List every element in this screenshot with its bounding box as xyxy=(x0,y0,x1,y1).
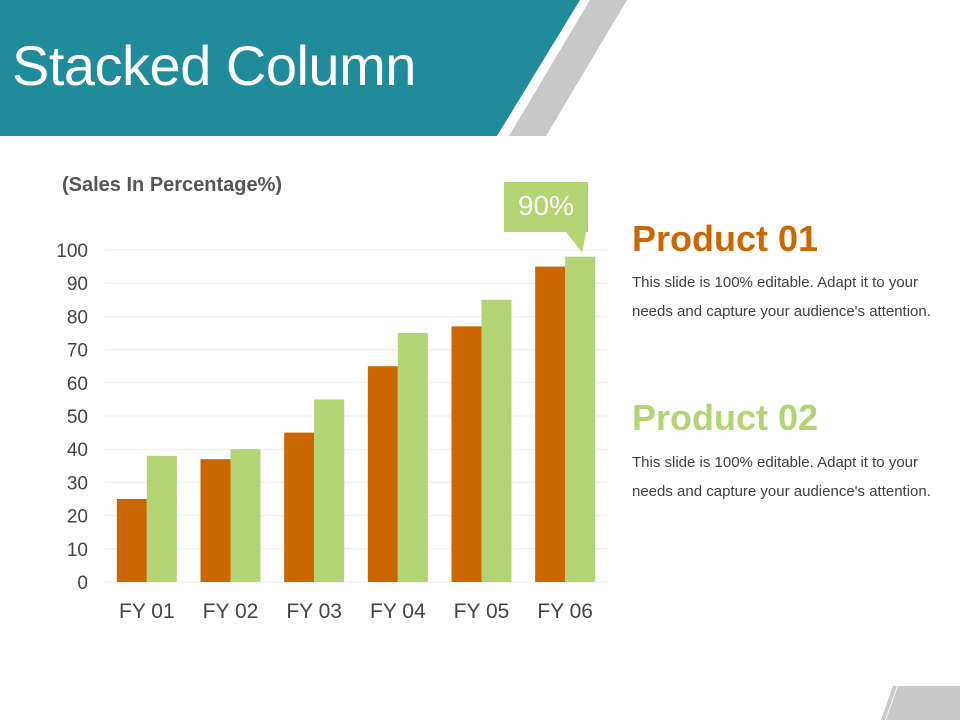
bar-product-01 xyxy=(535,266,566,582)
chart-subtitle: (Sales In Percentage%) xyxy=(62,174,283,196)
y-tick-label: 40 xyxy=(67,440,88,461)
x-tick-label: FY 06 xyxy=(537,600,593,623)
header-band xyxy=(0,0,580,136)
y-tick-label: 80 xyxy=(67,307,88,328)
y-tick-label: 10 xyxy=(67,540,88,561)
bar-product-02 xyxy=(565,256,596,582)
x-tick-label: FY 02 xyxy=(203,600,259,623)
bar-product-02 xyxy=(397,333,428,582)
slide-title: Stacked Column xyxy=(12,34,416,97)
callout-bubble xyxy=(504,182,588,253)
y-tick-label: 100 xyxy=(56,241,88,262)
product-01-title: Product 01 xyxy=(632,218,819,259)
x-tick-label: FY 04 xyxy=(370,600,426,623)
y-tick-label: 0 xyxy=(77,573,88,594)
bar-product-02 xyxy=(146,455,177,582)
x-tick-label: FY 01 xyxy=(119,600,175,623)
bar-product-02 xyxy=(314,399,345,582)
y-tick-label: 60 xyxy=(67,374,88,395)
header-stripe xyxy=(509,0,627,136)
y-tick-label: 50 xyxy=(67,407,88,428)
x-tick-label: FY 03 xyxy=(286,600,342,623)
bar-product-01 xyxy=(367,366,398,582)
bar-product-01 xyxy=(116,499,147,582)
bar-product-02 xyxy=(230,449,261,582)
y-tick-label: 90 xyxy=(67,274,88,295)
y-tick-label: 70 xyxy=(67,341,88,362)
product-02-title: Product 02 xyxy=(632,397,819,438)
bar-product-01 xyxy=(200,459,231,582)
product-01-description: This slide is 100% editable. Adapt it to… xyxy=(632,274,931,320)
bar-product-01 xyxy=(284,432,315,582)
y-tick-label: 30 xyxy=(67,473,88,494)
bar-product-01 xyxy=(451,326,482,582)
callout-label: 90% xyxy=(518,190,574,221)
y-tick-label: 20 xyxy=(67,507,88,528)
x-tick-label: FY 05 xyxy=(454,600,510,623)
product-02-description: This slide is 100% editable. Adapt it to… xyxy=(632,454,931,500)
header-banner xyxy=(0,0,627,136)
bar-product-02 xyxy=(481,299,512,582)
